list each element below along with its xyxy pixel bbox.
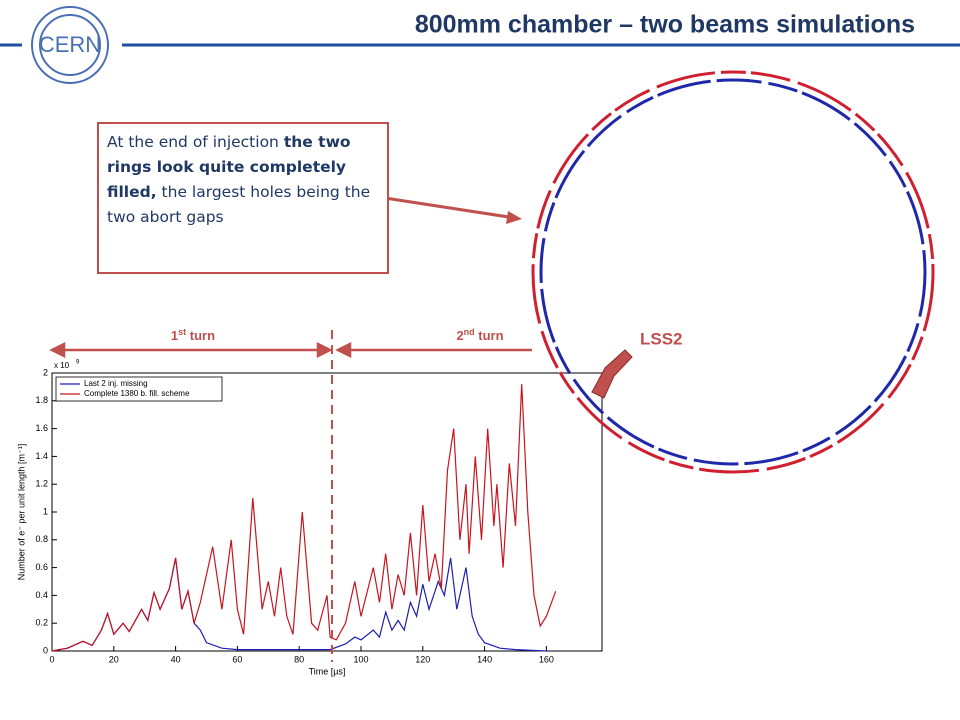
- first-turn: 1st turn: [171, 327, 215, 343]
- logo-text: CERN: [39, 32, 101, 57]
- plot: 0 20 40 60 80 100 120 140 160 0 0.2 0.4 0.6 0.8 1 1.2 1.…: [16, 360, 603, 676]
- y-axis-label: Number of e⁻ per unit length [m⁻¹]: [16, 444, 26, 581]
- x-axis-label: Time [µs]: [309, 666, 346, 676]
- note-text: the two rings look quite completely fill…: [107, 133, 351, 201]
- pointer-head: [506, 211, 522, 224]
- second-turn: 2nd turn: [456, 327, 503, 343]
- y-tick-label: 0.6: [35, 562, 48, 572]
- x-tick-label: 140: [477, 654, 492, 664]
- pointer: [384, 196, 516, 220]
- slide-title: 800mm chamber – two beams simulations: [415, 11, 915, 39]
- legend-label: Last 2 inj. missing: [84, 379, 148, 388]
- x-tick-label: 80: [294, 654, 304, 664]
- y-multiplier: x 10: [54, 361, 70, 370]
- note-box: At the end of injection the two rings lo…: [97, 122, 389, 274]
- line: [51, 384, 557, 652]
- note-text: the largest holes being the two abort ga…: [107, 183, 371, 226]
- legend-label: Complete 1380 b. fill. scheme: [84, 389, 190, 398]
- x-tick-label: 100: [353, 654, 368, 664]
- x-tick-label: 20: [109, 654, 119, 664]
- ring-red: [531, 70, 935, 474]
- plot-frame: [51, 372, 603, 652]
- x-tick-label: 0: [49, 654, 54, 664]
- y-tick-label: 1: [43, 506, 48, 516]
- lss2: LSS2: [640, 329, 683, 348]
- x-tick-label: 160: [539, 654, 554, 664]
- x-tick-label: 120: [415, 654, 430, 664]
- x-tick-label: 60: [232, 654, 242, 664]
- y-tick-label: 1.4: [35, 451, 48, 461]
- y-tick-label: 1.2: [35, 479, 48, 489]
- x-tick-label: 40: [171, 654, 181, 664]
- y-tick-label: 0: [43, 645, 48, 655]
- y-tick-label: 1.8: [35, 395, 48, 405]
- y-tick-label: 1.6: [35, 423, 48, 433]
- logo: [31, 6, 109, 84]
- y-tick-label: 0.4: [35, 590, 48, 600]
- rings: [531, 70, 935, 474]
- y-tick-label: 0.2: [35, 618, 48, 628]
- ring-blue: [539, 78, 927, 466]
- y-exponent: 9: [76, 360, 80, 366]
- y-tick-label: 2: [43, 367, 48, 377]
- legend: [55, 376, 223, 402]
- y-tick-label: 0.8: [35, 534, 48, 544]
- note-text: At the end of injection: [107, 133, 284, 151]
- turn-arrows: [49, 341, 532, 359]
- lss2-arrow: [591, 349, 633, 399]
